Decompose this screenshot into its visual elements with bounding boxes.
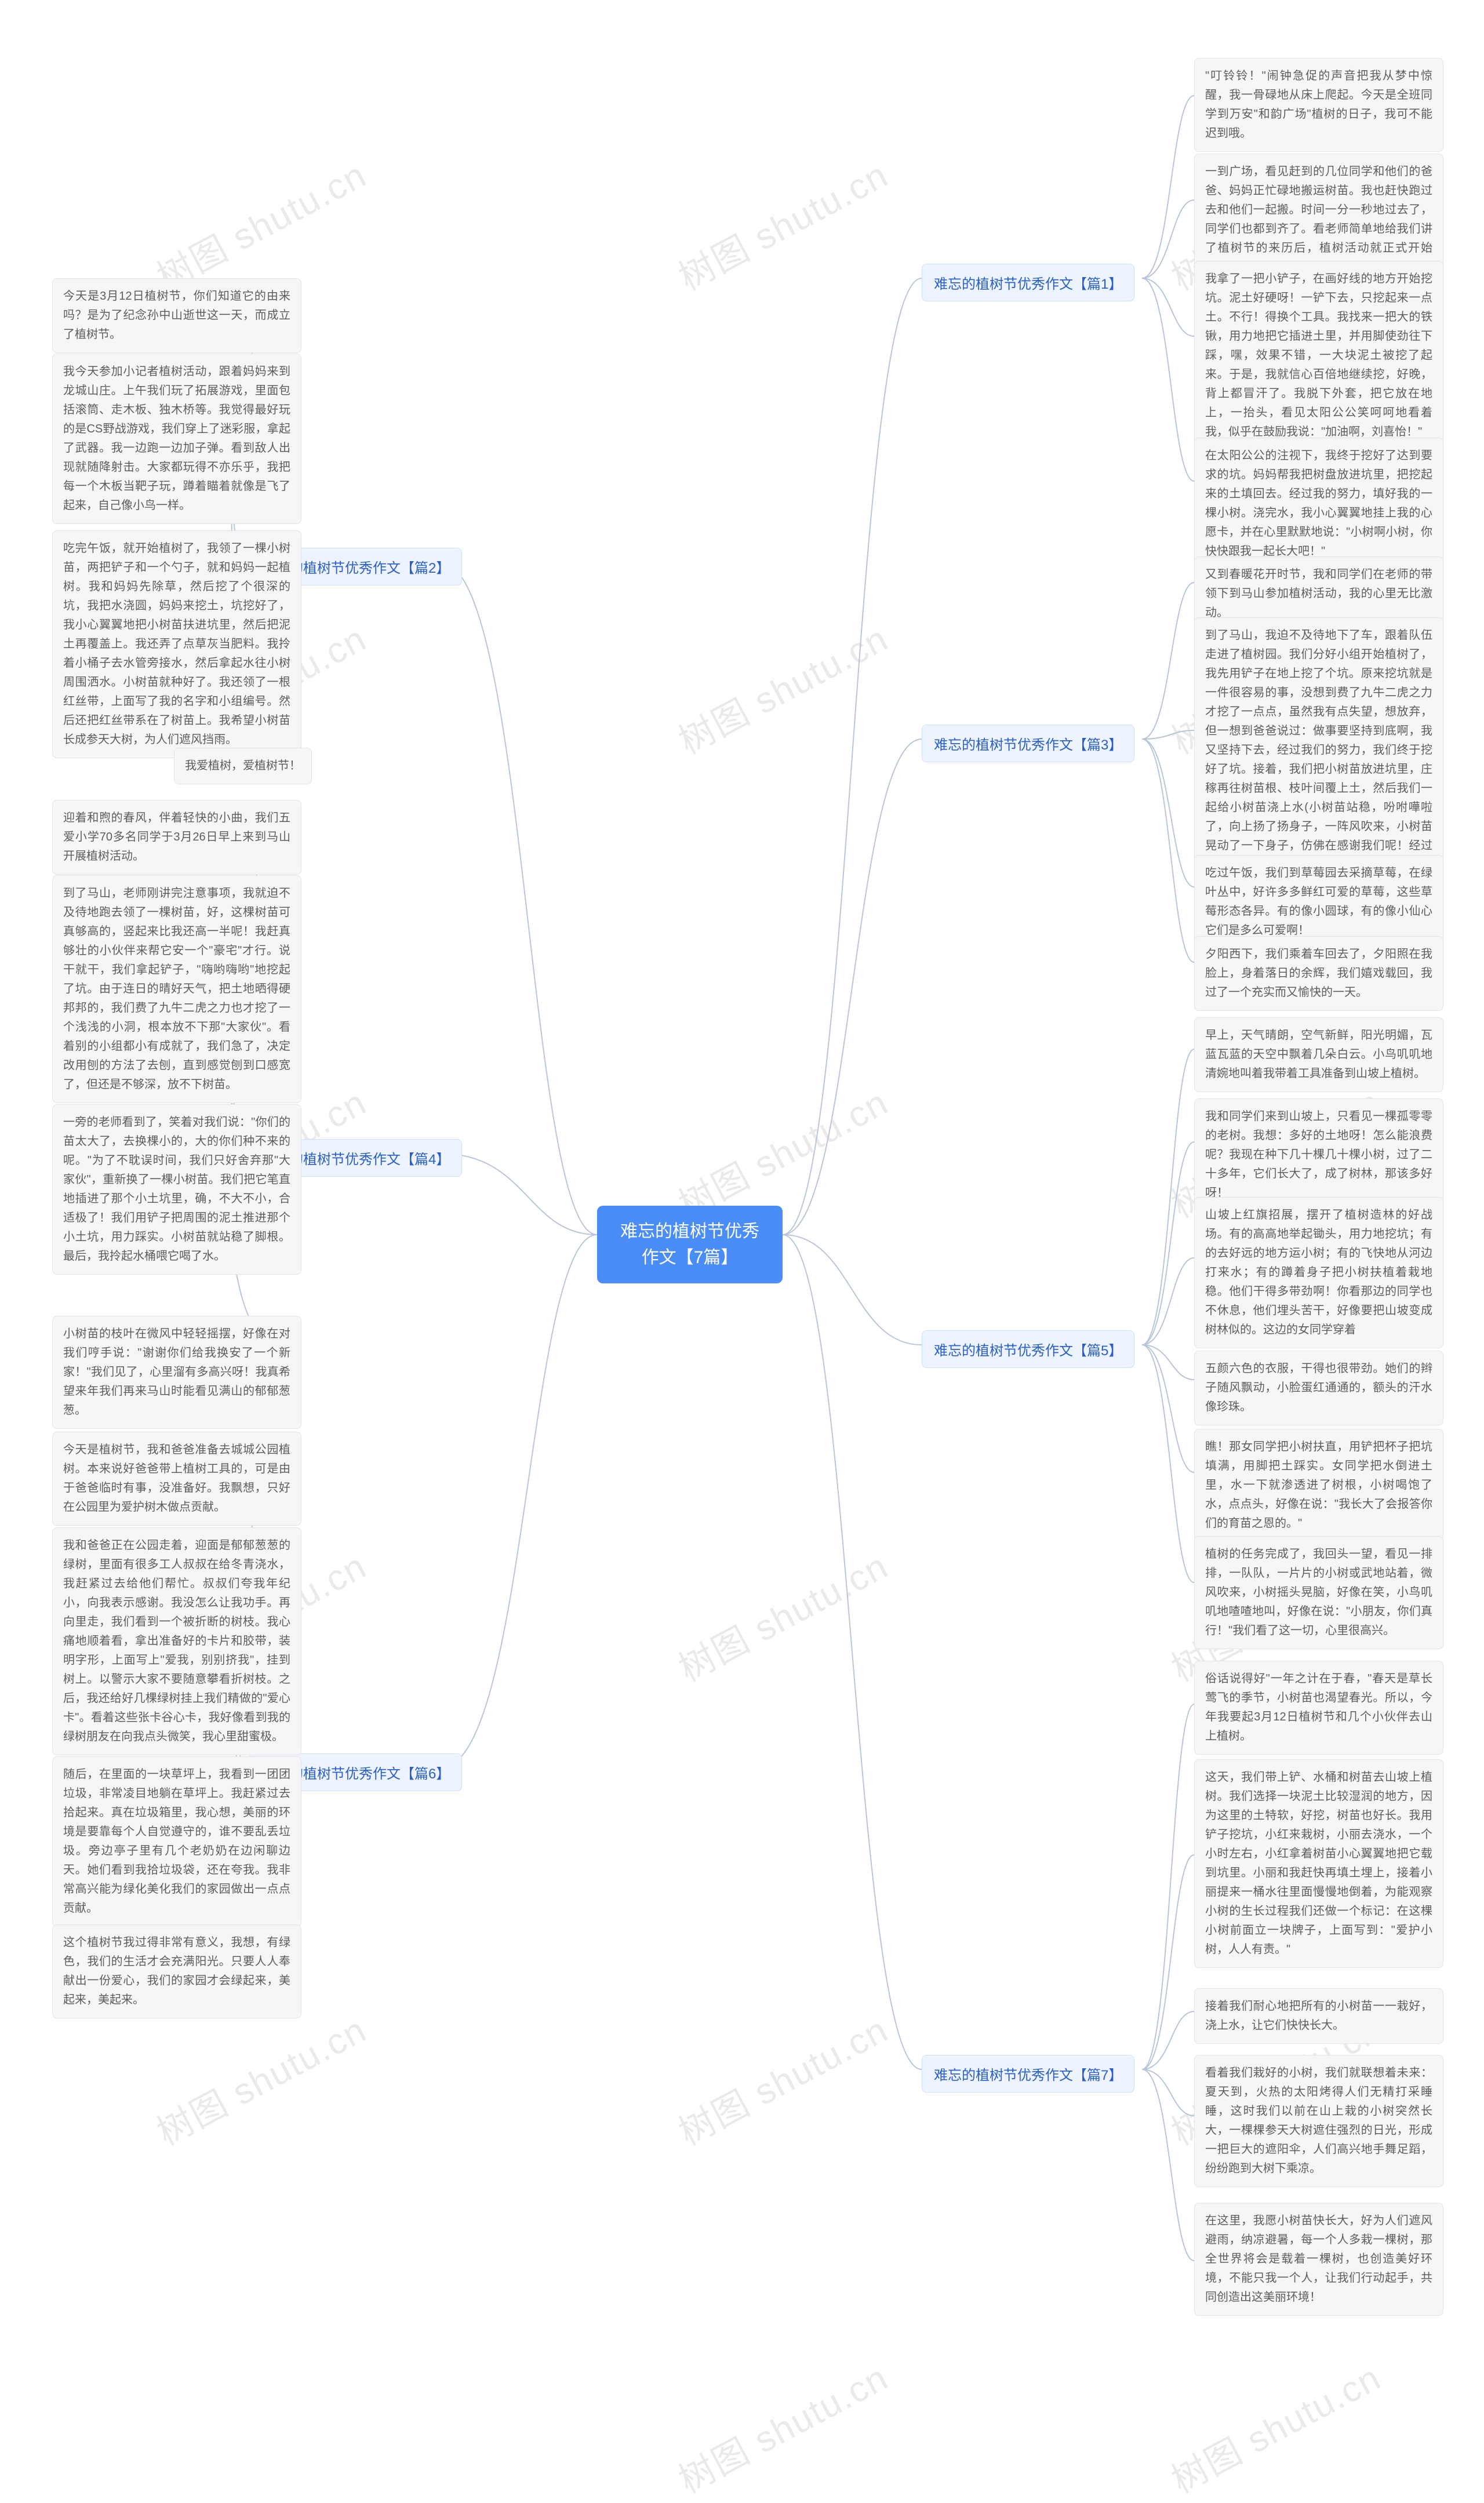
leaf-b7-2: 接着我们耐心地把所有的小树苗一一栽好，浇上水，让它们快快长大。 [1194, 1988, 1443, 2044]
leaf-b5-4: 瞧！那女同学把小树扶直，用铲把杯子把坑填满，用脚把土踩实。女同学把水倒进土里，水… [1194, 1429, 1443, 1542]
leaf-b1-2: 我拿了一把小铲子，在画好线的地方开始挖坑。泥土好硬呀！一铲下去，只挖起来一点土。… [1194, 261, 1443, 450]
leaf-b6-2: 随后，在里面的一块草坪上，我看到一团团垃圾，非常凌目地躺在草坪上。我赶紧过去拾起… [52, 1756, 301, 1927]
leaf-b4-2: 一旁的老师看到了，笑着对我们说："你们的苗太大了，去换棵小的，大的你们种不来的呢… [52, 1104, 301, 1275]
leaf-b5-1: 我和同学们来到山坡上，只看见一棵孤零零的老树。我想：多好的土地呀！怎么能浪费呢？… [1194, 1098, 1443, 1212]
watermark: 树图 shutu.cn [146, 2001, 374, 2155]
leaf-b2-0: 今天是3月12日植树节，你们知道它的由来吗？是为了纪念孙中山逝世这一天，而成立了… [52, 278, 301, 353]
leaf-b4-1: 到了马山，老师刚讲完注意事项，我就迫不及待地跑去领了一棵树苗，好，这棵树苗可真够… [52, 875, 301, 1103]
leaf-b7-0: 俗话说得好"一年之计在于春，"春天是草长莺飞的季节，小树苗也渴望春光。所以，今年… [1194, 1661, 1443, 1755]
leaf-b2-2: 吃完午饭，就开始植树了，我领了一棵小树苗，两把铲子和一个勺子，就和妈妈一起植树。… [52, 530, 301, 758]
leaf-b1-3: 在太阳公公的注视下，我终于挖好了达到要求的坑。妈妈帮我把树盘放进坑里，把挖起来的… [1194, 438, 1443, 570]
leaf-b7-3: 看着我们栽好的小树，我们就联想着未来：夏天到，火热的太阳烤得人们无精打采睡睡，这… [1194, 2055, 1443, 2187]
leaf-b3-2: 吃过午饭，我们到草莓园去采摘草莓，在绿叶丛中，好许多多鲜红可爱的草莓，这些草莓形… [1194, 855, 1443, 949]
leaf-b5-3: 五颜六色的衣服，干得也很带劲。她们的辫子随风飘动，小脸蛋红通通的，额头的汗水像珍… [1194, 1351, 1443, 1425]
watermark: 树图 shutu.cn [668, 610, 896, 764]
branch-b3: 难忘的植树节优秀作文【篇3】 [922, 725, 1134, 762]
leaf-b5-5: 植树的任务完成了，我回头一望，看见一排排，一队队，一片片的小树或武地站着，微风吹… [1194, 1536, 1443, 1649]
leaf-b7-1: 这天，我们带上铲、水桶和树苗去山坡上植树。我们选择一块泥土比较湿润的地方，因为这… [1194, 1759, 1443, 1968]
watermark: 树图 shutu.cn [1161, 2349, 1388, 2503]
leaf-b7-4: 在这里，我愿小树苗快长大，好为人们遮风避雨，纳凉避暑，每一个人多栽一棵树，那全世… [1194, 2203, 1443, 2316]
watermark: 树图 shutu.cn [146, 146, 374, 300]
leaf-b4-0: 迎着和煦的春风，伴着轻快的小曲，我们五爱小学70多名同学于3月26日早上来到马山… [52, 800, 301, 875]
leaf-b1-0: "叮铃铃！"闹钟急促的声音把我从梦中惊醒，我一骨碌地从床上爬起。今天是全班同学到… [1194, 58, 1443, 152]
branch-b7: 难忘的植树节优秀作文【篇7】 [922, 2055, 1134, 2093]
watermark: 树图 shutu.cn [668, 1074, 896, 1228]
leaf-b6-1: 我和爸爸正在公园走着，迎面是郁郁葱葱的绿树，里面有很多工人叔叔在给冬青浇水，我赶… [52, 1527, 301, 1755]
leaf-b5-0: 早上，天气晴朗，空气新鲜，阳光明媚，瓦蓝瓦蓝的天空中飘着几朵白云。小鸟叽叽地清婉… [1194, 1017, 1443, 1092]
leaf-b5-2: 山坡上红旗招展，摆开了植树造林的好战场。有的高高地举起锄头，用力地挖坑；有的去好… [1194, 1197, 1443, 1348]
leaf-b2-1: 我今天参加小记者植树活动，跟着妈妈来到龙城山庄。上午我们玩了拓展游戏，里面包括滚… [52, 354, 301, 524]
watermark: 树图 shutu.cn [668, 146, 896, 300]
watermark: 树图 shutu.cn [668, 2349, 896, 2503]
leaf-b4-3: 小树苗的枝叶在微风中轻轻摇摆，好像在对我们哼手说："谢谢你们给我换安了一个新家！… [52, 1316, 301, 1429]
leaf-b3-3: 夕阳西下，我们乘着车回去了，夕阳照在我脸上，身着落日的余辉，我们嬉戏载回，我过了… [1194, 936, 1443, 1011]
leaf-b6-0: 今天是植树节，我和爸爸准备去城城公园植树。本来说好爸爸带上植树工具的，可是由于爸… [52, 1432, 301, 1526]
branch-b1: 难忘的植树节优秀作文【篇1】 [922, 264, 1134, 301]
branch-b5: 难忘的植树节优秀作文【篇5】 [922, 1330, 1134, 1368]
center-node: 难忘的植树节优秀作文【7篇】 [597, 1206, 783, 1283]
watermark: 树图 shutu.cn [668, 1537, 896, 1691]
leaf-b2-3: 我爱植树，爱植树节！ [174, 748, 312, 784]
watermark: 树图 shutu.cn [668, 2001, 896, 2155]
leaf-b6-3: 这个植树节我过得非常有意义，我想，有绿色，我们的生活才会充满阳光。只要人人奉献出… [52, 1924, 301, 2018]
